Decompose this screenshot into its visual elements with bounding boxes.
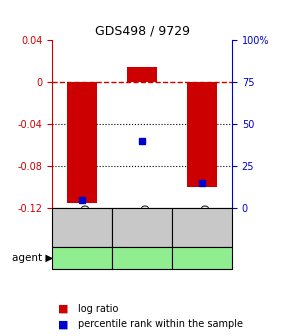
Text: log ratio: log ratio	[78, 304, 119, 314]
Title: GDS498 / 9729: GDS498 / 9729	[95, 25, 190, 38]
Text: GSM8759: GSM8759	[197, 204, 207, 251]
Bar	[67, 82, 97, 203]
Text: ■: ■	[58, 319, 68, 329]
Bar	[187, 82, 217, 187]
Text: percentile rank within the sample: percentile rank within the sample	[78, 319, 243, 329]
Text: ■: ■	[58, 304, 68, 314]
Text: agent ▶: agent ▶	[12, 253, 53, 263]
Text: IL4: IL4	[194, 253, 210, 263]
Text: GSM8749: GSM8749	[77, 204, 87, 251]
Text: IFNg: IFNg	[70, 253, 94, 263]
Text: TNFa: TNFa	[129, 253, 155, 263]
Text: GSM8754: GSM8754	[137, 204, 147, 251]
Bar	[127, 67, 157, 82]
